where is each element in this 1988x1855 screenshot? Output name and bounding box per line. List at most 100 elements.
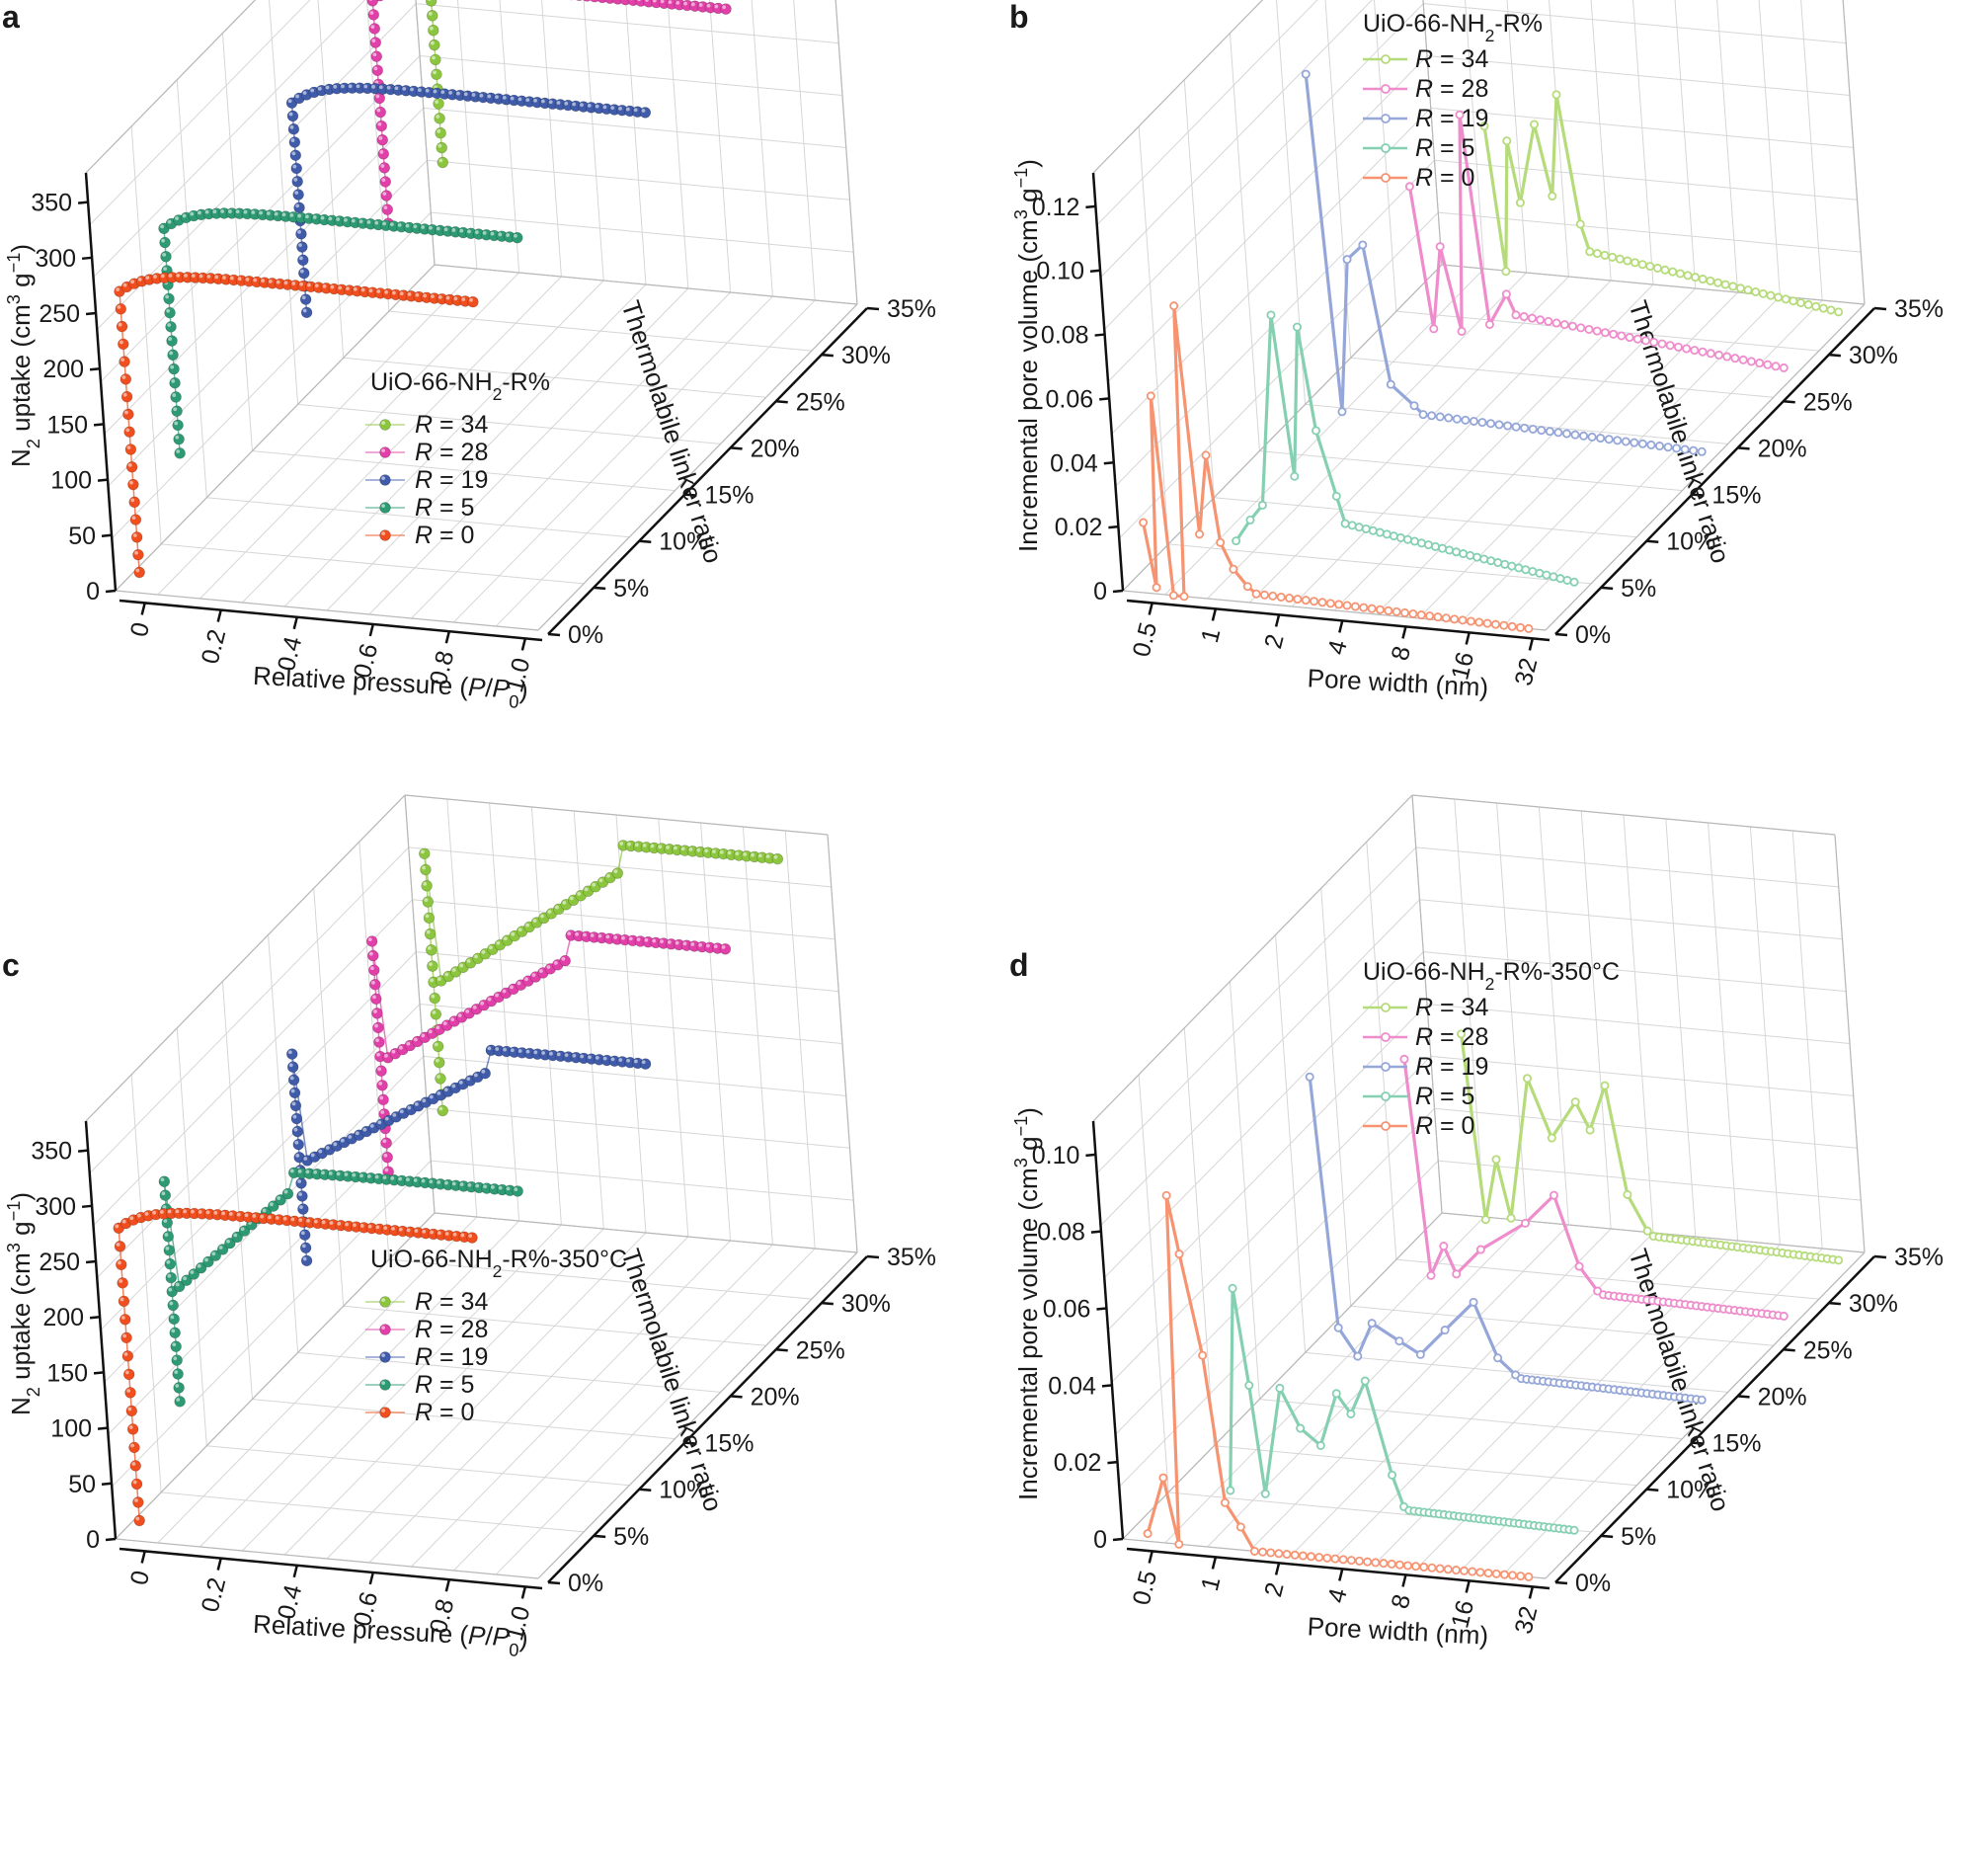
a-data-point-highlight [471,93,476,97]
a-data-point-highlight [131,516,136,521]
d-x-tick [1528,1586,1535,1599]
a-data-point-highlight [229,276,234,281]
a-grid-line [751,0,773,297]
c-data-point-highlight [277,1196,281,1200]
c-data-point-highlight [190,1270,195,1274]
b-data-point [1698,347,1708,357]
b-legend-title: UiO-66-NH2-R% [1363,10,1543,45]
c-data-point-highlight [344,1172,349,1176]
c-data-point-highlight [352,1172,357,1177]
d-data-point [1443,1565,1453,1574]
c-z-tick-label: 15% [704,1430,754,1458]
d-z-axis [1554,1255,1875,1583]
c-data-point-highlight [457,1013,462,1017]
b-data-point [1706,276,1715,285]
a-data-point-highlight [346,286,350,290]
c-data-point [367,949,379,962]
d-legend-swatch [1381,1062,1391,1072]
b-y-tick [1103,461,1114,465]
a-grid-line [667,0,689,289]
d-z-tick-label: 0% [1575,1570,1611,1597]
a-data-point-highlight [288,112,293,117]
a-data-point-highlight [428,0,432,1]
d-z-tick-label: 30% [1849,1290,1898,1318]
a-data-point-highlight [259,210,263,215]
a-data-point [116,320,128,333]
b-grid-line [1100,0,1373,279]
b-grid-line [1426,55,1851,96]
a-data-point-highlight [377,121,382,126]
b-x-tick-label: 8 [1387,643,1417,663]
d-grid-line [1115,1107,1435,1435]
a-data-point [290,162,302,175]
b-data-point [1494,420,1504,430]
b-grid-line [1842,0,1866,305]
b-data-point [1433,612,1443,622]
d-data-point [1266,1548,1276,1558]
a-grid-line [206,497,630,538]
d-x-tick [1338,1569,1344,1581]
a-z-tick [594,586,606,591]
a-data-point [297,254,309,267]
a-data-point-highlight [368,288,373,293]
b-data-point [1604,435,1614,444]
c-data-point-highlight [370,966,374,971]
b-data-point [1441,613,1451,623]
b-grid-line [1249,276,1569,604]
c-data-point-highlight [621,935,625,940]
c-data-point [129,1460,141,1472]
a-data-point [296,241,308,253]
a-data-point-highlight [413,224,418,229]
c-data-point-highlight [176,1398,181,1402]
a-data-point [299,293,312,305]
a-legend-item: R = 28 [415,439,488,466]
b-data-point [1139,518,1149,527]
a-data-point-highlight [637,0,641,2]
a-data-point-highlight [227,209,232,213]
c-data-point-highlight [152,1210,157,1215]
d-axes: 0 0.02 0.04 0.06 0.08 0.10 0.5 1 2 4 8 16 32 0% 5% 10% 1… [1032,1120,1944,1637]
a-grid-line [89,0,311,226]
d-grid-line [1502,1248,1823,1575]
a-data-point [125,461,138,473]
c-data-point-highlight [297,1179,302,1183]
d-data-point [1275,1383,1285,1393]
c-grid-line [427,1107,850,1149]
a-data-point-highlight [432,55,436,60]
a-data-point-highlight [212,209,217,214]
a-data-point-highlight [431,294,435,298]
b-data-point [1257,500,1267,510]
c-data-point [423,912,436,924]
c-data-point-highlight [303,1157,308,1161]
a-x-tick [140,603,146,615]
c-data-point-highlight [428,1029,433,1034]
c-series-19 [286,1044,652,1267]
b-legend: UiO-66-NH2-R%R = 34R = 28R = 19R = 5R = … [1363,10,1543,192]
c-data-point-highlight [474,954,478,959]
c-data-point-highlight [502,989,507,994]
c-data-point-highlight [503,936,508,941]
a-data-point [295,228,307,240]
b-data-point [1673,342,1683,352]
c-data-point [559,954,571,967]
c-data-point-highlight [613,935,618,939]
b-data-point [1665,341,1675,351]
a-data-point-highlight [407,292,412,296]
a-data-point-highlight [283,281,288,285]
a-y-tick-label: 50 [68,523,96,550]
c-data-point [132,1496,144,1508]
b-data-point [1743,285,1753,295]
c-data-point [381,1151,393,1164]
c-data-point-highlight [713,944,718,949]
b-y-tick-label: 0.10 [1036,258,1084,285]
a-data-point-highlight [145,276,150,281]
a-data-point-highlight [376,289,381,293]
c-data-point-highlight [650,844,655,848]
c-data-point-highlight [525,923,530,928]
a-data-point-highlight [121,375,126,379]
c-data-point-highlight [162,1205,167,1210]
c-data-point [172,1368,184,1380]
c-legend-swatch-highlight [381,1409,385,1412]
